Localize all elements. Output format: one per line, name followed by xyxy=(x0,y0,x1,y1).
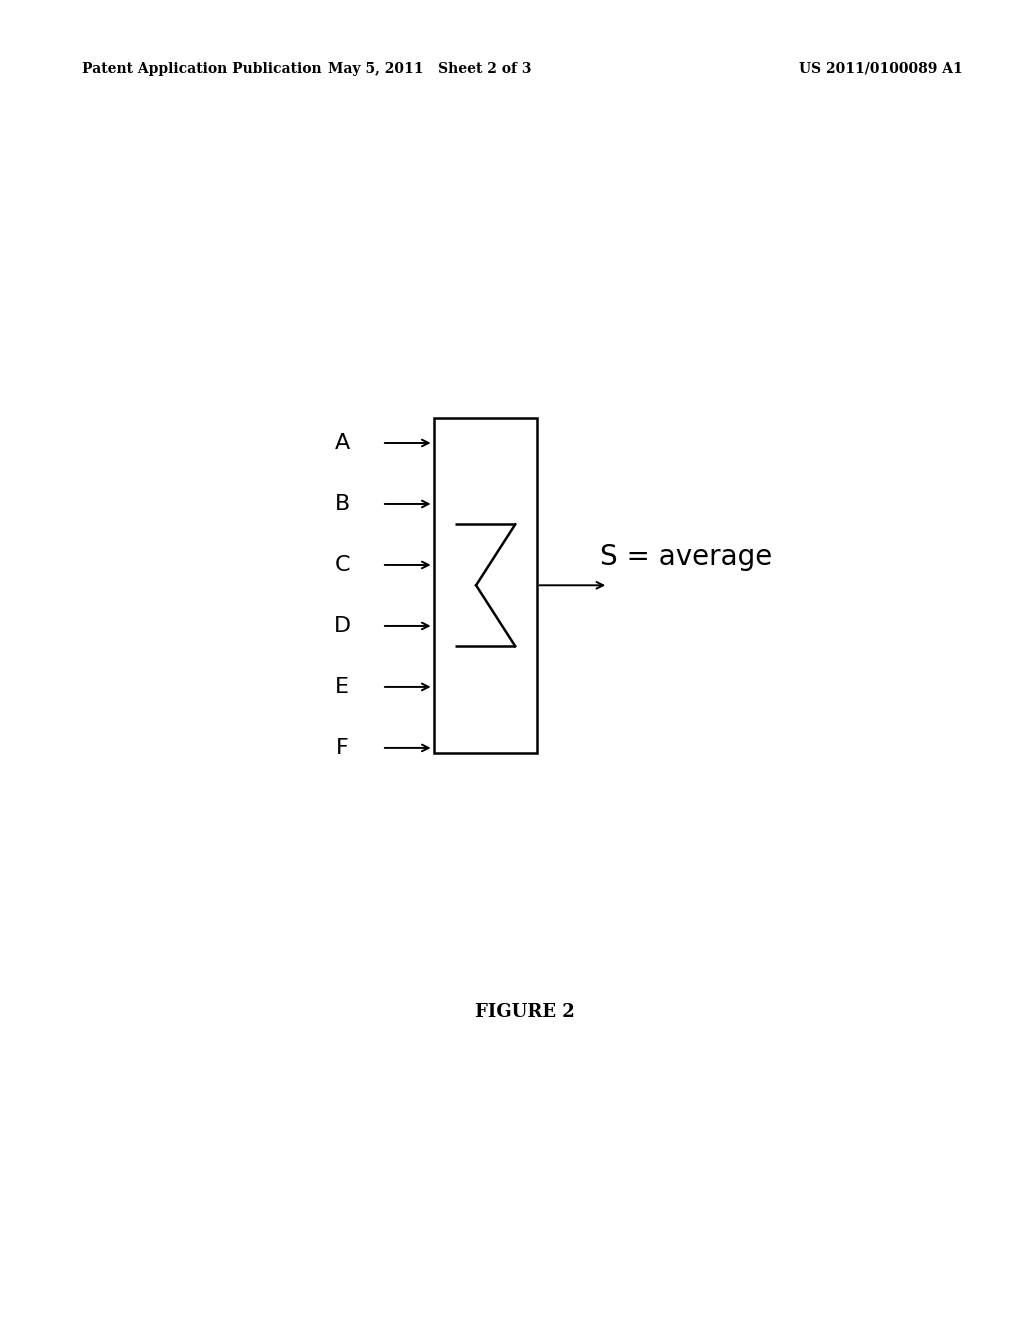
Text: A: A xyxy=(335,433,350,453)
Text: F: F xyxy=(336,738,348,758)
Text: May 5, 2011   Sheet 2 of 3: May 5, 2011 Sheet 2 of 3 xyxy=(329,62,531,75)
Text: C: C xyxy=(335,554,350,576)
Text: FIGURE 2: FIGURE 2 xyxy=(475,1003,574,1022)
Text: US 2011/0100089 A1: US 2011/0100089 A1 xyxy=(799,62,963,75)
Bar xyxy=(433,417,537,752)
Text: B: B xyxy=(335,494,350,513)
Text: E: E xyxy=(335,677,349,697)
Text: D: D xyxy=(334,616,351,636)
Text: S = average: S = average xyxy=(600,543,772,570)
Text: Patent Application Publication: Patent Application Publication xyxy=(82,62,322,75)
